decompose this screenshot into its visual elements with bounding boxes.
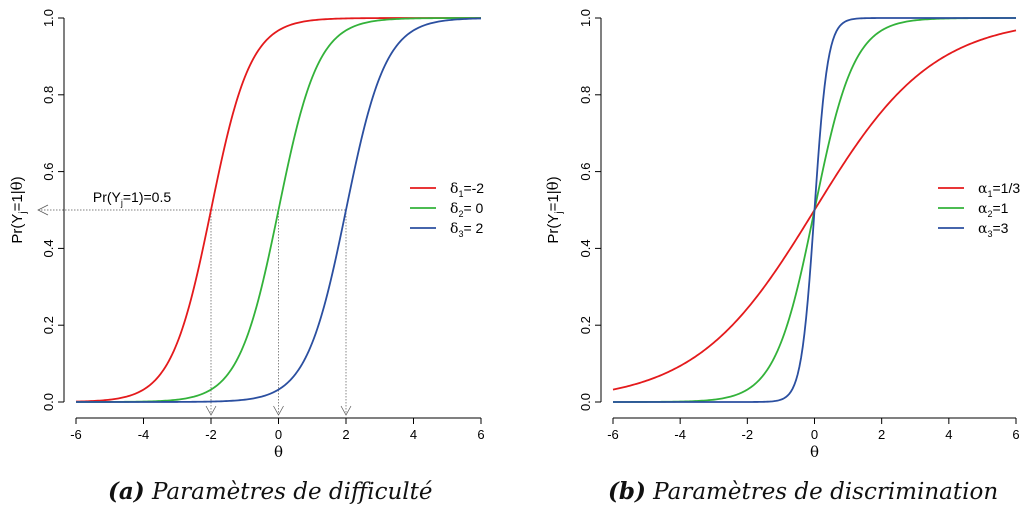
- x-tick-label: 2: [342, 427, 349, 442]
- caption-b: (b) Paramètres de discrimination: [608, 478, 998, 505]
- x-tick-label: -6: [70, 427, 82, 442]
- x-tick-label: 4: [945, 427, 952, 442]
- y-tick-label: 0.0: [41, 393, 56, 411]
- y-tick-label: 0.2: [578, 316, 593, 334]
- legend-label-3: α3=3: [978, 220, 1009, 239]
- y-tick-label: 0.4: [41, 239, 56, 257]
- y-tick-label: 0.0: [578, 393, 593, 411]
- x-tick-label: 0: [275, 427, 282, 442]
- y-tick-label: 0.6: [578, 163, 593, 181]
- x-tick-label: 6: [477, 427, 484, 442]
- x-tick-label: -4: [674, 427, 686, 442]
- y-tick-label: 0.8: [41, 86, 56, 104]
- x-axis-label: θ: [274, 443, 283, 461]
- caption-b-text: Paramètres de discrimination: [653, 479, 999, 505]
- series-line-3: [613, 17, 1016, 403]
- legend-label-1: α1=1/3: [978, 180, 1020, 199]
- arrowhead-down: [205, 405, 217, 416]
- x-tick-label: -2: [742, 427, 754, 442]
- x-tick-label: 6: [1012, 427, 1019, 442]
- arrowhead-left: [37, 204, 49, 216]
- arrowhead-down: [273, 405, 284, 416]
- caption-b-label: (b): [608, 478, 646, 505]
- series-line-2: [75, 17, 482, 403]
- legend-label-2: δ2= 0: [450, 200, 484, 219]
- panel-a: -6 -4 -2 0 2 4 6 θ 0.0 0.2 0.4 0.6 0.8 1.0 Pr(Yj=1|θ) P…: [8, 9, 485, 461]
- x-tick-label: -4: [138, 427, 150, 442]
- y-tick-label: 0.2: [41, 316, 56, 334]
- x-tick-label: -6: [607, 427, 619, 442]
- legend-label-1: δ1=-2: [450, 180, 484, 199]
- y-tick-label: 0.4: [578, 239, 593, 257]
- x-axis-label: θ: [810, 443, 819, 461]
- panel-b: -6 -4 -2 0 2 4 6 θ 0.0 0.2 0.4 0.6 0.8 1.0 Pr(Yj=1|θ) α…: [544, 9, 1020, 461]
- legend-label-2: α2=1: [978, 200, 1009, 219]
- figure: -6 -4 -2 0 2 4 6 θ 0.0 0.2 0.4 0.6 0.8 1.0 Pr(Yj=1|θ) P…: [8, 9, 1020, 461]
- y-tick-label: 0.8: [578, 86, 593, 104]
- caption-a: (a) Paramètres de difficulté: [108, 478, 433, 505]
- y-tick-label: 1.0: [578, 9, 593, 27]
- y-axis-label: Pr(Yj=1|θ): [8, 176, 29, 243]
- x-tick-label: 4: [410, 427, 417, 442]
- annotation-label: Pr(Yj=1)=0.5: [93, 189, 171, 208]
- legend-label-3: δ3= 2: [450, 220, 484, 239]
- arrowhead-down: [340, 405, 352, 416]
- y-axis-label: Pr(Yj=1|θ): [544, 176, 565, 243]
- x-tick-label: 2: [878, 427, 885, 442]
- y-tick-label: 0.6: [41, 163, 56, 181]
- x-tick-label: -2: [205, 427, 217, 442]
- caption-a-label: (a): [108, 478, 145, 505]
- caption-a-text: Paramètres de difficulté: [151, 479, 433, 505]
- x-tick-label: 0: [811, 427, 818, 442]
- series-line-3: [76, 17, 482, 403]
- y-tick-label: 1.0: [41, 9, 56, 27]
